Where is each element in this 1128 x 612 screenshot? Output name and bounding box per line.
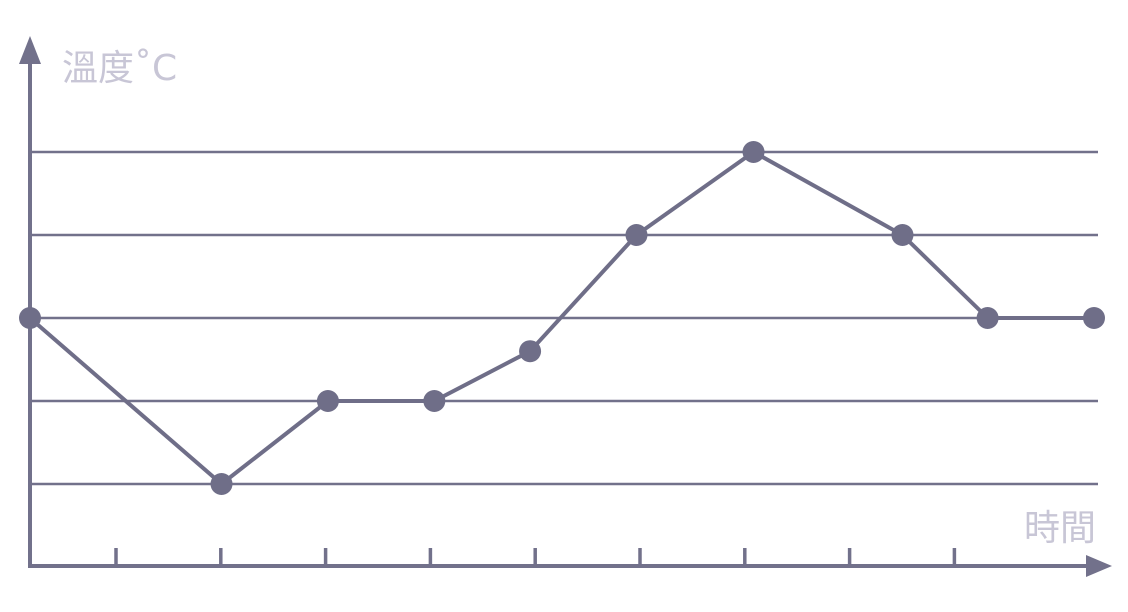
y-axis-label: 溫度˚C bbox=[62, 48, 177, 89]
series-line bbox=[19, 141, 1105, 495]
y-axis-arrow bbox=[19, 36, 41, 64]
axes bbox=[19, 36, 1112, 577]
data-point bbox=[625, 224, 648, 246]
data-point bbox=[976, 307, 999, 329]
data-point bbox=[742, 141, 765, 163]
axis-labels: 溫度˚C 時間 bbox=[62, 48, 1096, 549]
series-polyline bbox=[28, 150, 1094, 486]
data-point bbox=[19, 307, 41, 329]
x-axis-label: 時間 bbox=[1024, 508, 1096, 549]
data-point bbox=[316, 390, 339, 412]
data-point bbox=[423, 390, 446, 412]
data-point bbox=[891, 224, 914, 246]
x-axis-arrow bbox=[1086, 555, 1112, 577]
gridlines bbox=[30, 150, 1098, 486]
data-point bbox=[210, 473, 233, 495]
data-point bbox=[1083, 307, 1105, 329]
data-point bbox=[519, 340, 542, 363]
